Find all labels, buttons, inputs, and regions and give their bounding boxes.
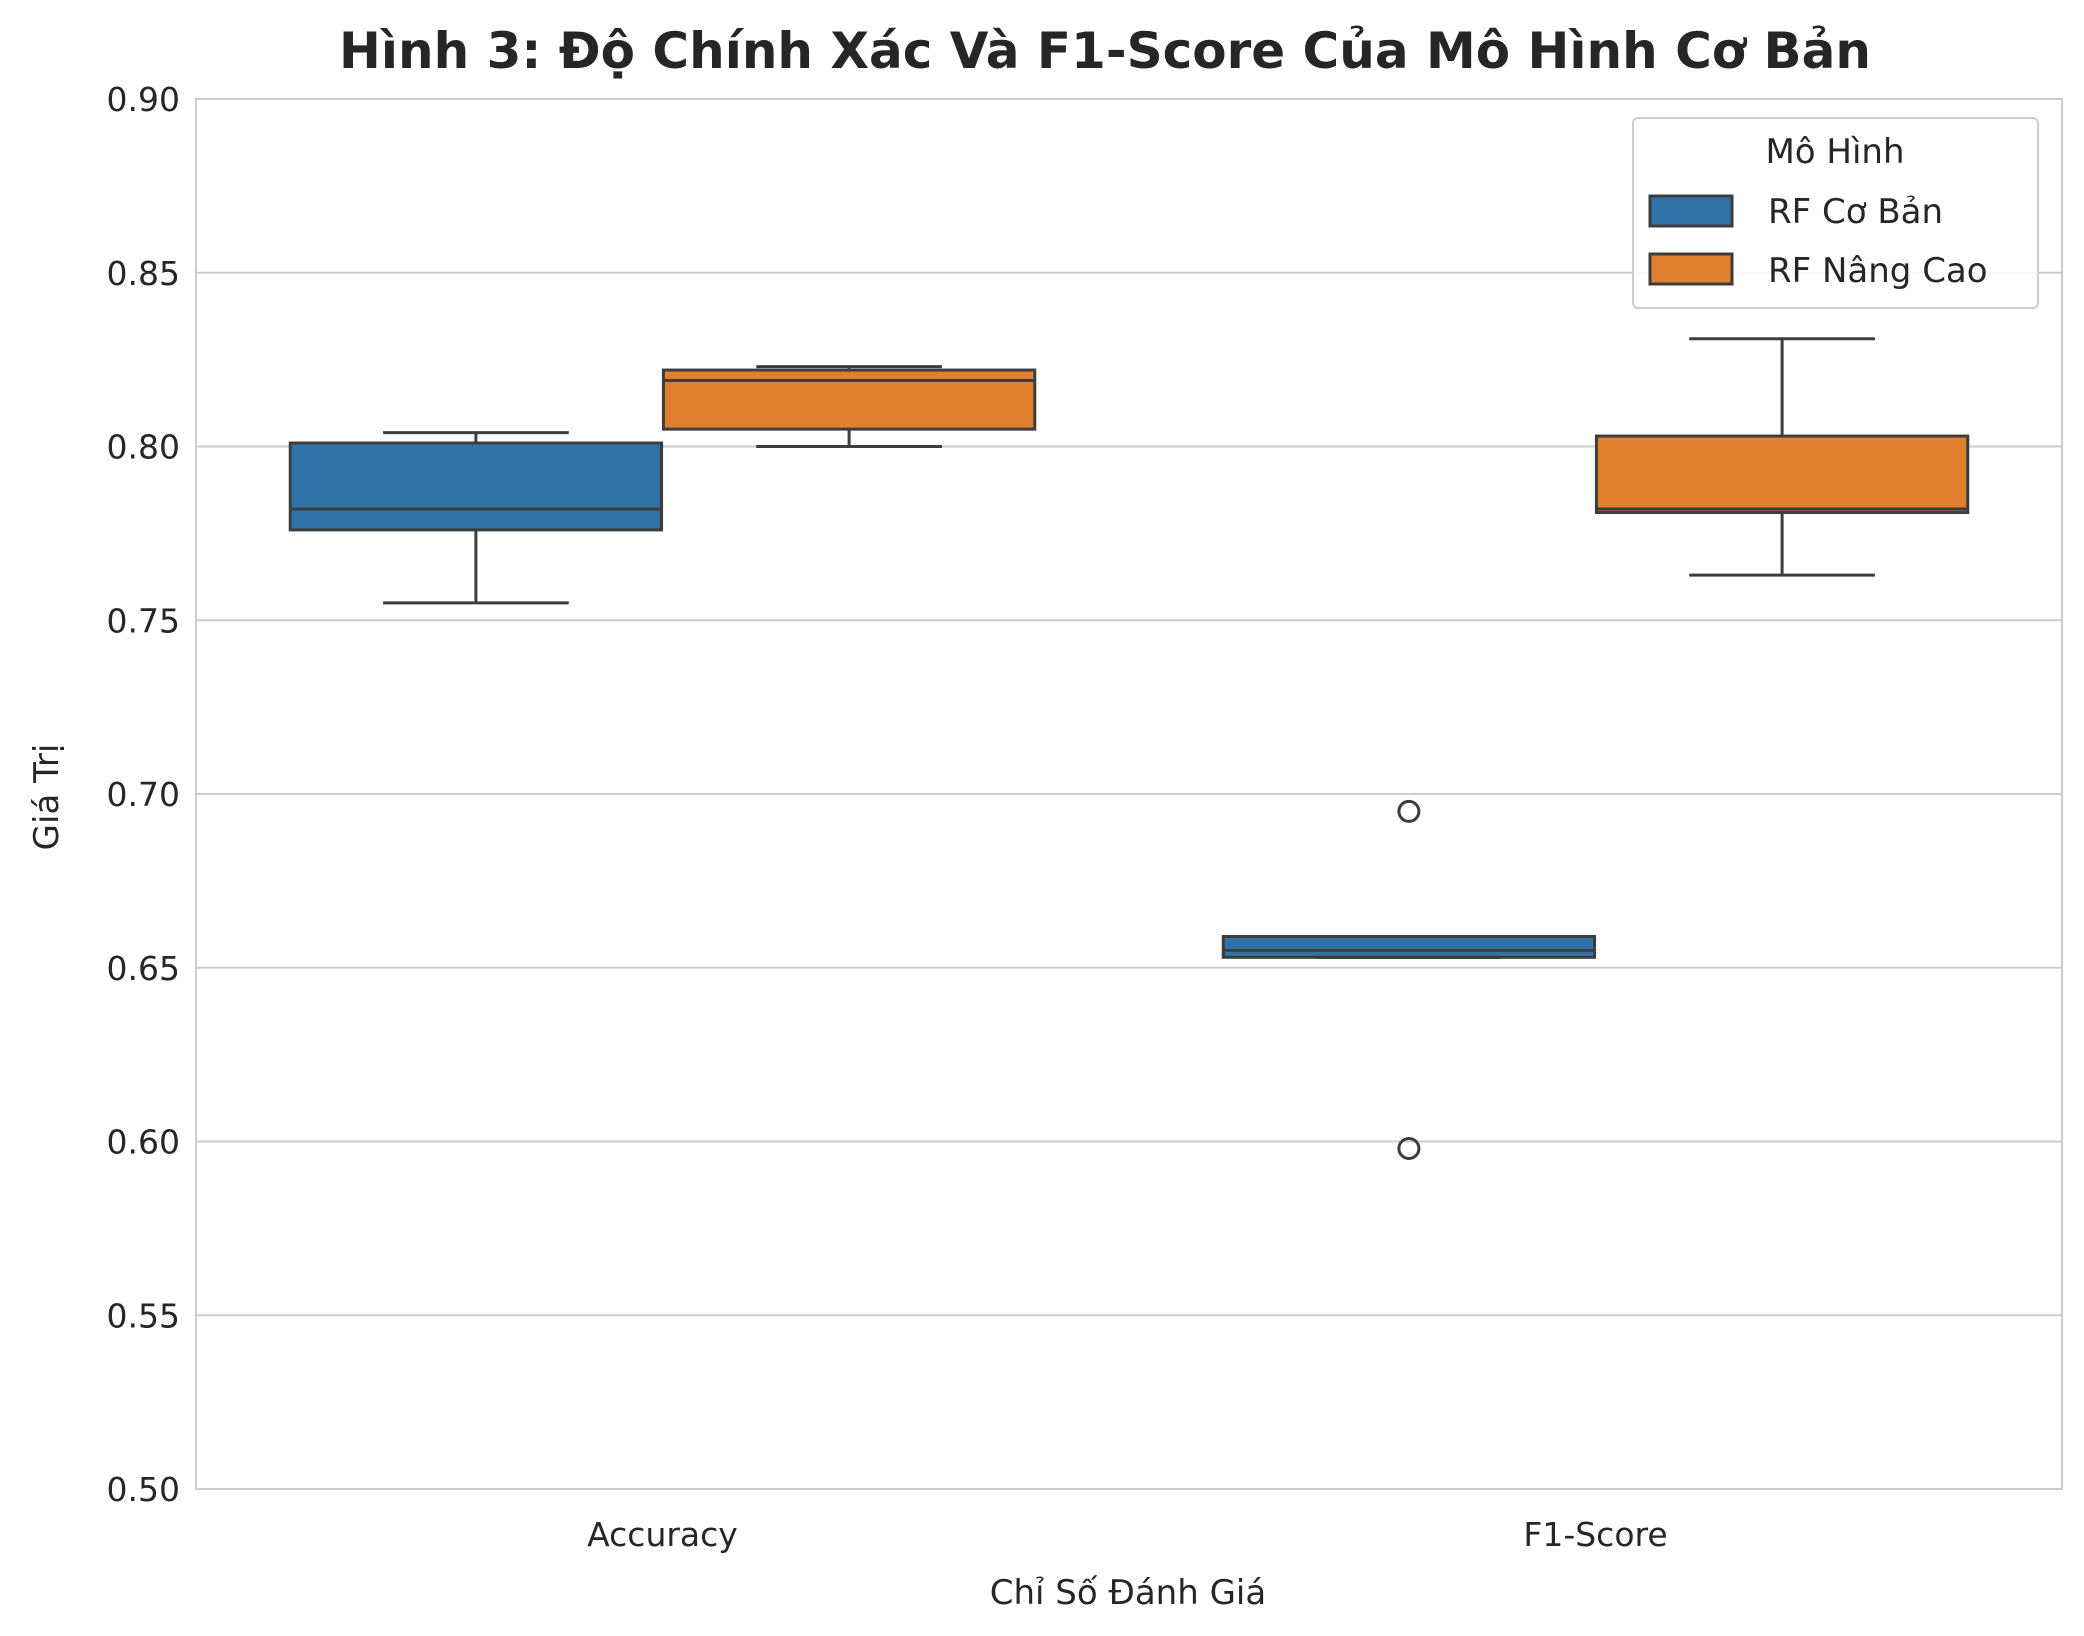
legend-swatch-rf-co-ban <box>1648 194 1734 228</box>
y-tick-label: 0.65 <box>107 949 180 988</box>
legend-title: Mô Hình <box>1765 132 1904 172</box>
y-axis-label: Giá Trị <box>27 744 67 851</box>
legend-label-rf-co-ban: RF Cơ Bản <box>1768 192 1943 232</box>
y-tick-label: 0.70 <box>107 775 180 814</box>
plot-frame <box>195 98 2063 1490</box>
y-tick-label: 0.85 <box>107 254 180 293</box>
x-axis-label: Chỉ Số Đánh Giá <box>990 1573 1266 1613</box>
box-0-1 <box>661 365 1037 448</box>
x-tick-label: Accuracy <box>587 1515 738 1554</box>
y-tick-label: 0.60 <box>107 1123 180 1162</box>
box-0-0 <box>288 431 664 605</box>
legend-label-rf-nang-cao: RF Nâng Cao <box>1768 251 1988 291</box>
box-1-1 <box>1594 337 1970 577</box>
outlier-point <box>1397 1136 1421 1160</box>
legend: Mô Hình RF Cơ Bản RF Nâng Cao <box>1632 117 2039 309</box>
chart-title: Hình 3: Độ Chính Xác Và F1-Score Của Mô … <box>339 22 1871 80</box>
outlier-point <box>1397 799 1421 823</box>
y-tick-label: 0.80 <box>107 428 180 467</box>
legend-frame <box>1632 117 2039 309</box>
y-tick-label: 0.75 <box>107 601 180 640</box>
y-tick-label: 0.50 <box>107 1470 180 1509</box>
y-tick-label: 0.55 <box>107 1296 180 1335</box>
y-axis-ticks: 0.50 0.55 0.60 0.65 0.70 0.75 0.80 0.85 0.90 <box>107 80 180 1509</box>
legend-swatch-rf-nang-cao <box>1648 252 1734 286</box>
box-plots <box>288 337 1970 1160</box>
x-axis-ticks: Accuracy F1-Score <box>587 1515 1667 1554</box>
box-body <box>1594 434 1970 515</box>
y-tick-label: 0.90 <box>107 80 180 119</box>
x-tick-label: F1-Score <box>1523 1515 1667 1554</box>
box-1-0 <box>1221 799 1597 1160</box>
box-body <box>661 368 1037 431</box>
box-body <box>1221 934 1597 959</box>
box-body <box>288 441 664 532</box>
